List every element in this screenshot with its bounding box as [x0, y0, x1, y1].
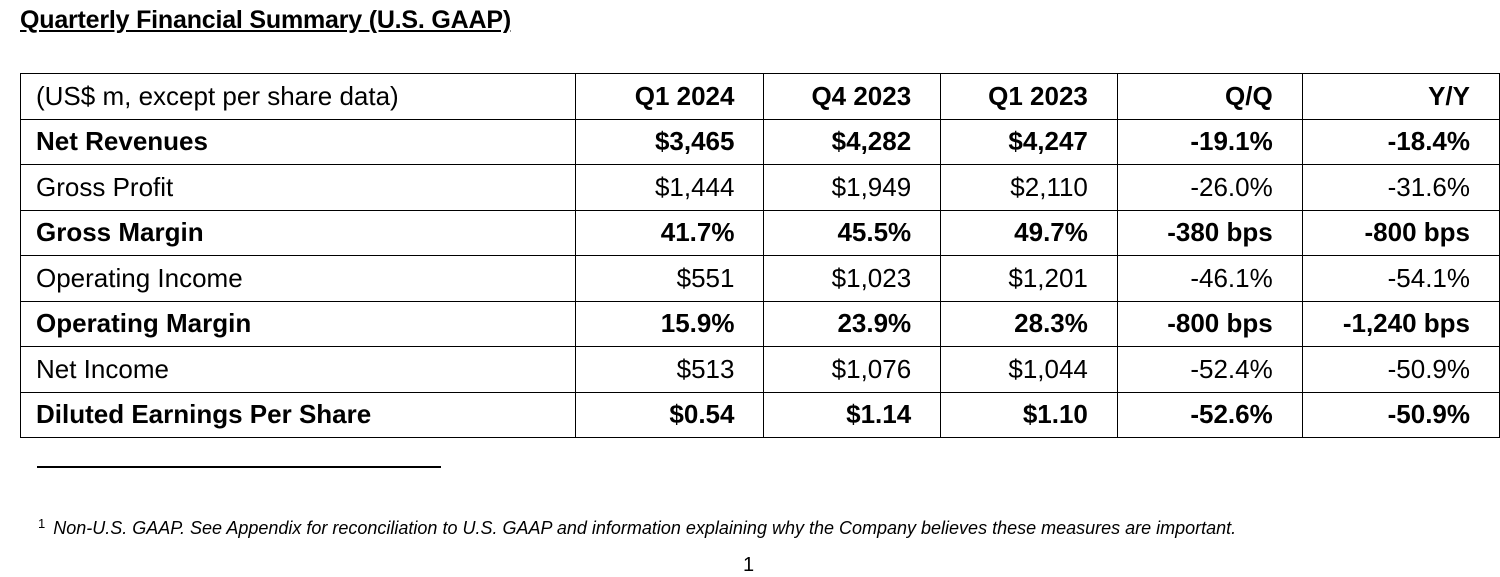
cell-q4-2023: $1,023	[763, 255, 942, 302]
table-row: Gross Profit $1,444 $1,949 $2,110 -26.0%…	[19, 164, 1500, 211]
footnote-divider	[37, 466, 441, 468]
cell-q1-2023: 49.7%	[940, 209, 1118, 256]
header-q1-2023: Q1 2023	[940, 73, 1118, 120]
cell-q1-2024: 15.9%	[575, 300, 765, 347]
header-units-label: (US$ m, except per share data)	[19, 73, 577, 120]
cell-q4-2023: $1,076	[763, 346, 942, 393]
cell-yy: -18.4%	[1301, 118, 1500, 165]
footnote: 1 Non-U.S. GAAP. See Appendix for reconci…	[38, 516, 1237, 539]
table-row: Gross Margin 41.7% 45.5% 49.7% -380 bps …	[19, 209, 1500, 256]
cell-q1-2023: $4,247	[940, 118, 1118, 165]
page-number: 1	[743, 554, 755, 576]
cell-q1-2023: $2,110	[940, 164, 1118, 211]
row-label: Diluted Earnings Per Share	[19, 391, 577, 438]
table-header-row: (US$ m, except per share data) Q1 2024 Q…	[19, 73, 1500, 120]
header-q1-2024: Q1 2024	[575, 73, 765, 120]
cell-qq: -380 bps	[1116, 209, 1303, 256]
header-qq: Q/Q	[1116, 73, 1303, 120]
row-label: Net Income	[19, 346, 577, 393]
cell-qq: -52.4%	[1116, 346, 1303, 393]
cell-q1-2024: $551	[575, 255, 765, 302]
cell-qq: -800 bps	[1116, 300, 1303, 347]
row-label: Net Revenues	[19, 118, 577, 165]
cell-yy: -1,240 bps	[1301, 300, 1500, 347]
cell-yy: -800 bps	[1301, 209, 1500, 256]
cell-q4-2023: $1,949	[763, 164, 942, 211]
cell-qq: -52.6%	[1116, 391, 1303, 438]
cell-q1-2024: $513	[575, 346, 765, 393]
footnote-text: Non-U.S. GAAP. See Appendix for reconcil…	[53, 518, 1237, 538]
cell-yy: -50.9%	[1301, 346, 1500, 393]
cell-q1-2024: 41.7%	[575, 209, 765, 256]
financial-summary-table: (US$ m, except per share data) Q1 2024 Q…	[19, 73, 1500, 438]
cell-yy: -50.9%	[1301, 391, 1500, 438]
cell-qq: -19.1%	[1116, 118, 1303, 165]
row-label: Gross Margin	[19, 209, 577, 256]
table-row: Diluted Earnings Per Share $0.54 $1.14 $…	[19, 391, 1500, 438]
footnote-marker: 1	[38, 516, 46, 531]
row-label: Gross Profit	[19, 164, 577, 211]
cell-qq: -46.1%	[1116, 255, 1303, 302]
table-row: Net Income $513 $1,076 $1,044 -52.4% -50…	[19, 346, 1500, 393]
cell-q1-2024: $3,465	[575, 118, 765, 165]
cell-q1-2024: $1,444	[575, 164, 765, 211]
header-q4-2023: Q4 2023	[763, 73, 942, 120]
page-title: Quarterly Financial Summary (U.S. GAAP)	[20, 6, 511, 34]
cell-yy: -31.6%	[1301, 164, 1500, 211]
cell-q1-2023: 28.3%	[940, 300, 1118, 347]
table-row: Operating Income $551 $1,023 $1,201 -46.…	[19, 255, 1500, 302]
table-row: Operating Margin 15.9% 23.9% 28.3% -800 …	[19, 300, 1500, 347]
cell-yy: -54.1%	[1301, 255, 1500, 302]
cell-qq: -26.0%	[1116, 164, 1303, 211]
cell-q4-2023: 23.9%	[763, 300, 942, 347]
header-yy: Y/Y	[1301, 73, 1500, 120]
cell-q1-2023: $1.10	[940, 391, 1118, 438]
cell-q1-2023: $1,044	[940, 346, 1118, 393]
cell-q4-2023: $4,282	[763, 118, 942, 165]
row-label: Operating Margin	[19, 300, 577, 347]
cell-q4-2023: 45.5%	[763, 209, 942, 256]
row-label: Operating Income	[19, 255, 577, 302]
cell-q1-2024: $0.54	[575, 391, 765, 438]
cell-q4-2023: $1.14	[763, 391, 942, 438]
table-row: Net Revenues $3,465 $4,282 $4,247 -19.1%…	[19, 118, 1500, 165]
cell-q1-2023: $1,201	[940, 255, 1118, 302]
